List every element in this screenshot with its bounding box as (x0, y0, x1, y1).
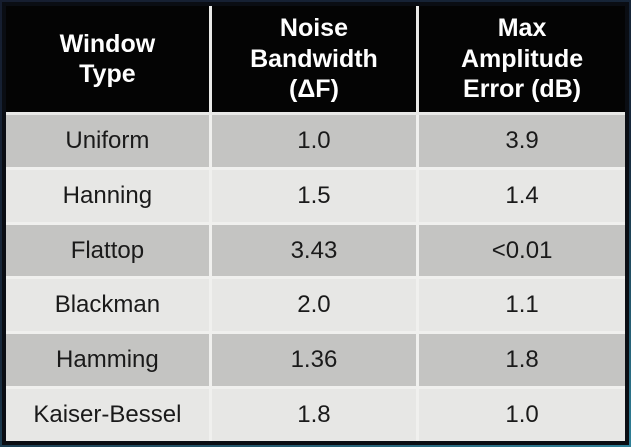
col-header-max-amplitude-error: Max Amplitude Error (dB) (416, 6, 625, 115)
cell-noise-bandwidth: 1.36 (208, 331, 420, 390)
table-row-uniform: Uniform 1.0 3.9 (6, 112, 625, 170)
cell-window-type: Hanning (6, 166, 212, 225)
cell-window-type: Kaiser-Bessel (6, 386, 212, 441)
header-row: Window Type Noise Bandwidth (ΔF) Max Amp… (6, 6, 625, 115)
table-row-hamming: Hamming 1.36 1.8 (6, 331, 625, 390)
table-row-kaiser-bessel: Kaiser-Bessel 1.8 1.0 (6, 386, 625, 441)
cell-max-amplitude-error: 1.8 (416, 331, 625, 390)
cell-window-type: Flattop (6, 221, 212, 280)
cell-noise-bandwidth: 2.0 (208, 276, 420, 335)
cell-noise-bandwidth: 1.8 (208, 386, 420, 441)
cell-max-amplitude-error: 3.9 (416, 112, 625, 170)
table-row-blackman: Blackman 2.0 1.1 (6, 276, 625, 335)
cell-noise-bandwidth: 1.0 (208, 112, 420, 170)
cell-window-type: Blackman (6, 276, 212, 335)
cell-noise-bandwidth: 3.43 (208, 221, 420, 280)
col-header-noise-bandwidth: Noise Bandwidth (ΔF) (208, 6, 420, 115)
cell-max-amplitude-error: 1.1 (416, 276, 625, 335)
window-comparison-table: Window Type Noise Bandwidth (ΔF) Max Amp… (6, 6, 625, 441)
table-row-hanning: Hanning 1.5 1.4 (6, 166, 625, 225)
cell-max-amplitude-error: 1.4 (416, 166, 625, 225)
col-header-window-type: Window Type (6, 6, 212, 115)
cell-noise-bandwidth: 1.5 (208, 166, 420, 225)
cell-window-type: Hamming (6, 331, 212, 390)
table-row-flattop: Flattop 3.43 <0.01 (6, 221, 625, 280)
cell-max-amplitude-error: <0.01 (416, 221, 625, 280)
cell-window-type: Uniform (6, 112, 212, 170)
cell-max-amplitude-error: 1.0 (416, 386, 625, 441)
